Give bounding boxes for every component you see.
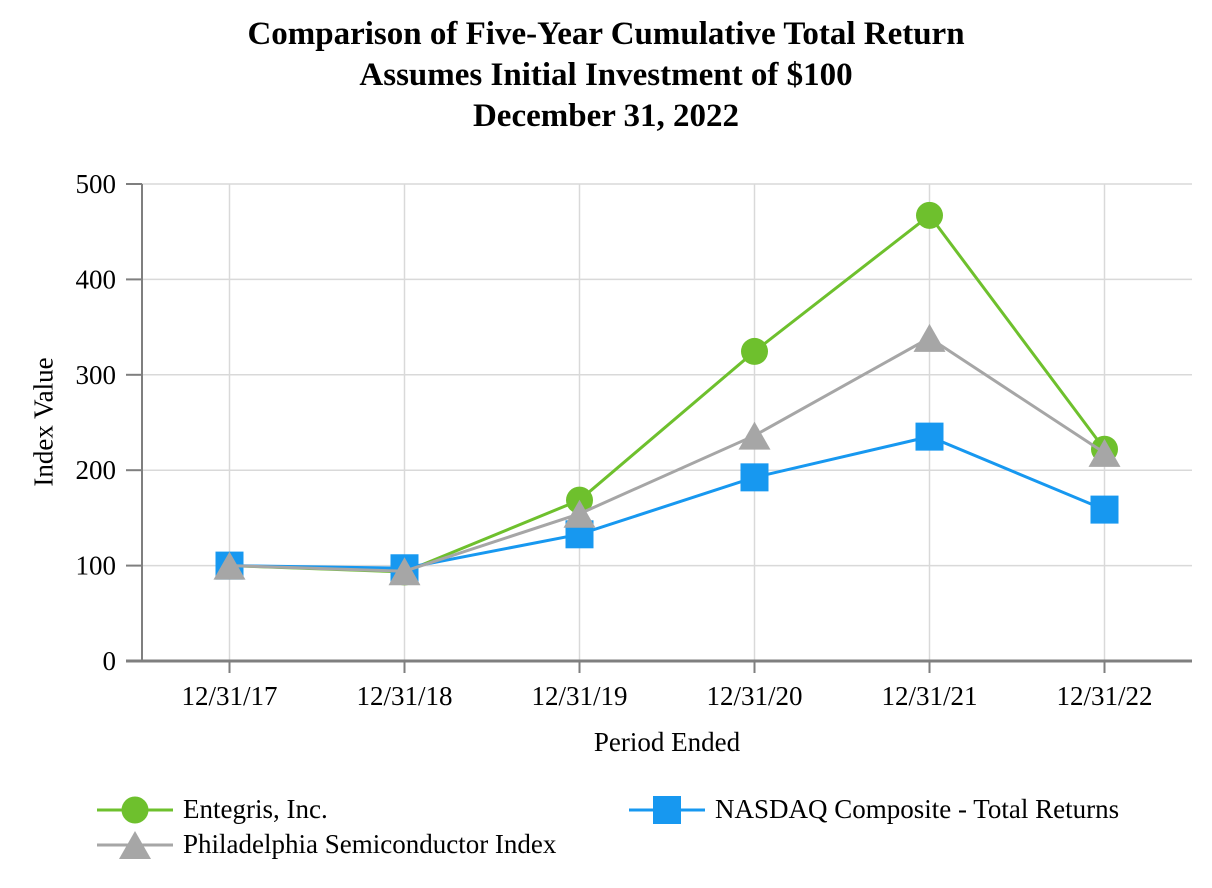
x-axis-title: Period Ended (593, 727, 741, 757)
series-line (229, 336, 1106, 573)
chart-title-line-2: Assumes Initial Investment of $100 (359, 57, 853, 93)
series-line (229, 435, 1106, 570)
data-point-marker (916, 201, 943, 229)
x-tick-label: 12/31/21 (881, 681, 977, 711)
y-tick-label: 100 (76, 551, 117, 581)
x-tick-label: 12/31/20 (706, 681, 802, 711)
data-point-marker (915, 422, 944, 451)
chart-title-line-1: Comparison of Five-Year Cumulative Total… (247, 16, 965, 52)
chart-title-line-3: December 31, 2022 (472, 98, 740, 134)
y-tick-label: 400 (76, 264, 117, 294)
nasdaq-square-marker-icon (629, 795, 705, 824)
data-point-marker (563, 499, 596, 528)
x-tick-label: 12/31/17 (181, 681, 277, 711)
series-line (229, 213, 1106, 574)
chart-legend: Entegris, Inc. NASDAQ Composite - Total … (95, 793, 1175, 861)
x-tick-label: 12/31/22 (1056, 681, 1152, 711)
series-2 (213, 323, 1121, 586)
entegris-circle-marker-icon (97, 796, 173, 823)
philadelphia-triangle-marker-icon (97, 830, 173, 859)
data-point-marker (1088, 438, 1121, 467)
series-0 (216, 201, 1118, 586)
data-point-marker (738, 421, 771, 450)
x-tick-label: 12/31/19 (531, 681, 627, 711)
legend-item-philadelphia: Philadelphia Semiconductor Index (95, 828, 627, 861)
data-point-marker (741, 337, 768, 365)
legend-label-philadelphia: Philadelphia Semiconductor Index (183, 829, 557, 859)
legend-label-nasdaq: NASDAQ Composite - Total Returns (715, 794, 1120, 824)
legend-item-nasdaq: NASDAQ Composite - Total Returns (627, 793, 1175, 826)
data-point-marker (740, 463, 769, 492)
data-point-marker (121, 796, 149, 823)
x-tick-label: 12/31/18 (356, 681, 452, 711)
legend-item-entegris: Entegris, Inc. (95, 793, 627, 826)
y-axis-title: Index Value (28, 357, 59, 487)
data-point-marker (913, 323, 946, 352)
data-point-marker (119, 830, 151, 859)
series-1 (215, 422, 1119, 583)
data-point-marker (653, 795, 681, 824)
chart-title: Comparison of Five-Year Cumulative Total… (0, 14, 1212, 137)
y-tick-label: 300 (76, 360, 117, 390)
data-point-marker (388, 557, 421, 586)
legend-label-entegris: Entegris, Inc. (183, 794, 328, 824)
data-point-marker (1090, 495, 1119, 524)
y-tick-label: 0 (103, 646, 117, 676)
y-tick-label: 200 (76, 455, 117, 485)
data-point-marker (213, 551, 246, 580)
y-tick-label: 500 (76, 169, 117, 199)
